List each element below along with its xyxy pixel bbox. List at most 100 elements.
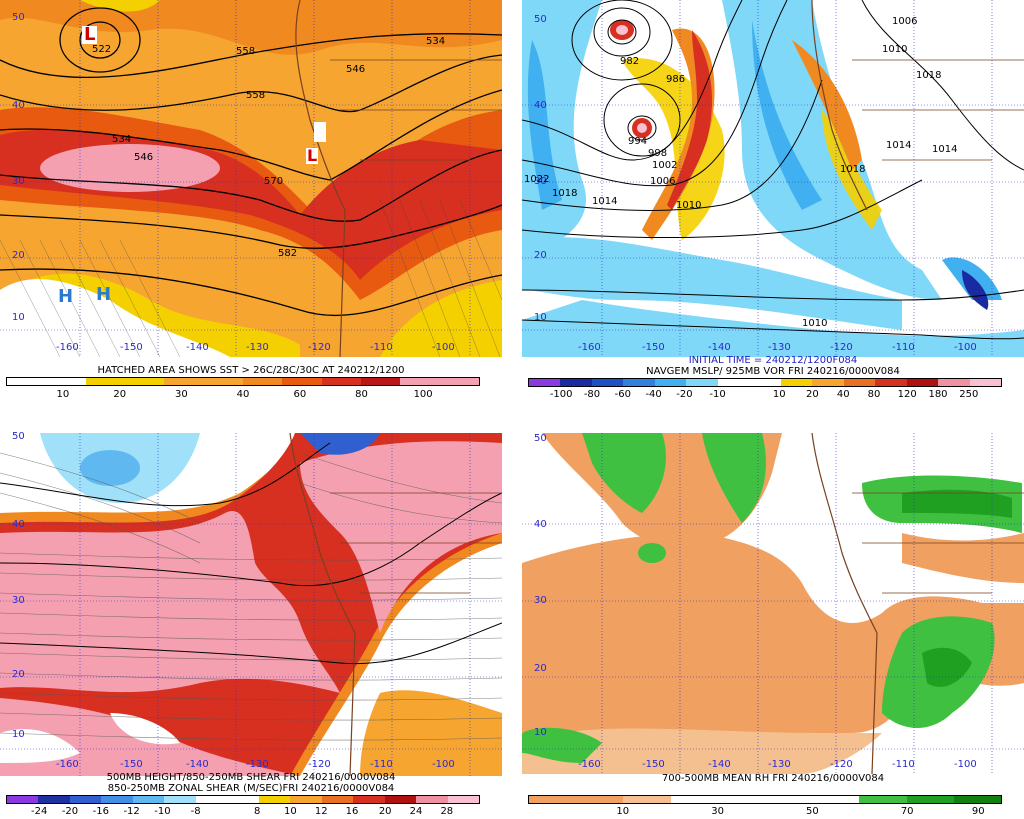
colorbar-label: 80 bbox=[355, 389, 368, 400]
colorbar-label: -16 bbox=[92, 806, 109, 817]
colorbar-swatch bbox=[203, 378, 243, 385]
colorbar-swatch bbox=[164, 796, 196, 803]
contour-label: 582 bbox=[278, 248, 298, 259]
colorbar-swatch bbox=[258, 796, 291, 803]
colorbar-swatch bbox=[353, 796, 385, 803]
colorbar-swatch bbox=[46, 378, 86, 385]
colorbar-label: 10 bbox=[56, 389, 70, 400]
contour-label: 1018 bbox=[840, 164, 866, 175]
lon-label: -120 bbox=[830, 342, 853, 353]
lon-label: -160 bbox=[578, 342, 601, 353]
colorbar-swatch bbox=[195, 796, 228, 803]
colorbar-label: 60 bbox=[293, 389, 307, 400]
lon-label: -130 bbox=[246, 759, 269, 770]
colorbar-swatch bbox=[384, 796, 417, 803]
colorbar-label: 250 bbox=[959, 389, 979, 400]
contour-label: 998 bbox=[648, 148, 668, 159]
lat-label: 10 bbox=[534, 727, 547, 738]
lat-label: 20 bbox=[12, 250, 25, 261]
map-upper-level-svg bbox=[0, 0, 502, 357]
contour-label: 1006 bbox=[650, 176, 676, 187]
lat-label: 50 bbox=[534, 14, 547, 25]
lat-label: 10 bbox=[534, 312, 547, 323]
colorbar-swatch bbox=[765, 796, 813, 803]
contour-label: 1002 bbox=[652, 160, 678, 171]
colorbar bbox=[6, 795, 480, 804]
lat-label: 50 bbox=[534, 433, 547, 444]
colorbar-swatch bbox=[717, 796, 766, 803]
colorbar-label: 28 bbox=[440, 806, 454, 817]
panel-caption: 850-250MB ZONAL SHEAR (M/SEC)FRI 240216/… bbox=[107, 783, 395, 794]
colorbar-swatch bbox=[321, 378, 361, 385]
colorbar-swatch bbox=[282, 378, 322, 385]
colorbar-label: 20 bbox=[113, 389, 127, 400]
lon-label: -100 bbox=[432, 342, 455, 353]
lat-label: 10 bbox=[12, 312, 25, 323]
low-marker: L bbox=[306, 146, 319, 165]
contour-label: 1018 bbox=[916, 70, 942, 81]
lon-label: -110 bbox=[370, 342, 393, 353]
colorbar bbox=[6, 377, 480, 386]
map-mean-rh bbox=[522, 433, 1024, 774]
colorbar-swatch bbox=[69, 796, 102, 803]
colorbar-swatch bbox=[321, 796, 354, 803]
colorbar-swatch bbox=[447, 796, 480, 803]
colorbar-swatch bbox=[717, 379, 750, 386]
lon-label: -160 bbox=[56, 342, 79, 353]
map-shear bbox=[0, 433, 502, 776]
lon-label: -120 bbox=[830, 759, 853, 770]
colorbar-label: -8 bbox=[190, 806, 201, 817]
colorbar-swatch bbox=[290, 796, 322, 803]
colorbar-swatch bbox=[623, 796, 671, 803]
lon-label: -130 bbox=[768, 342, 791, 353]
colorbar-label: 16 bbox=[345, 806, 359, 817]
lon-label: -130 bbox=[246, 342, 269, 353]
colorbar-swatch bbox=[416, 796, 448, 803]
lon-label: -140 bbox=[186, 759, 209, 770]
lat-label: 30 bbox=[534, 595, 547, 606]
lon-label: -110 bbox=[892, 342, 915, 353]
colorbar-label: 24 bbox=[409, 806, 423, 817]
lon-label: -160 bbox=[56, 759, 79, 770]
contour-label: 558 bbox=[246, 90, 266, 101]
colorbar-label: 90 bbox=[971, 806, 985, 817]
lat-label: 30 bbox=[534, 176, 547, 187]
colorbar-swatch bbox=[101, 796, 133, 803]
contour-label: 570 bbox=[264, 176, 284, 187]
colorbar-swatch bbox=[938, 379, 970, 386]
map-shear-svg bbox=[0, 433, 502, 776]
colorbar-labels: -100 -80 -60 -40 -20 -10 10 20 40 80 120… bbox=[528, 389, 1002, 401]
lat-label: 40 bbox=[534, 100, 547, 111]
contour-label: 1014 bbox=[932, 144, 958, 155]
colorbar bbox=[528, 795, 1002, 804]
contour-label: 558 bbox=[236, 46, 256, 57]
colorbar-label: -60 bbox=[614, 389, 631, 400]
colorbar-swatch bbox=[686, 379, 718, 386]
lat-label: 50 bbox=[12, 12, 25, 23]
colorbar-label: 40 bbox=[836, 389, 850, 400]
colorbar-label: -10 bbox=[154, 806, 171, 817]
colorbar-label: 8 bbox=[254, 806, 261, 817]
colorbar-swatch bbox=[654, 379, 687, 386]
colorbar-labels: 10 30 50 70 90 bbox=[528, 806, 1002, 818]
colorbar-label: 50 bbox=[806, 806, 819, 817]
lon-label: -100 bbox=[954, 342, 977, 353]
contour-label: 994 bbox=[628, 136, 648, 147]
contour-label: 986 bbox=[666, 74, 686, 85]
colorbar-swatch bbox=[360, 378, 401, 385]
lon-label: -120 bbox=[308, 759, 331, 770]
colorbar-label: 20 bbox=[378, 806, 392, 817]
lat-label: 40 bbox=[534, 519, 547, 530]
lat-label: 20 bbox=[534, 663, 547, 674]
colorbar-labels: -24 -20 -16 -12 -10 -8 8 10 12 16 20 24 … bbox=[6, 806, 480, 818]
colorbar-swatch bbox=[780, 379, 813, 386]
colorbar-swatch bbox=[164, 378, 204, 385]
lon-label: -140 bbox=[708, 342, 731, 353]
panel-mean-rh: 50 40 30 20 10 -160 -150 -140 -130 -120 … bbox=[522, 419, 1024, 819]
contour-label: 982 bbox=[620, 56, 640, 67]
panel-caption: 500MB HEIGHT/850-250MB SHEAR FRI 240216/… bbox=[106, 772, 396, 783]
contour-label: 546 bbox=[346, 64, 366, 75]
colorbar-label: 80 bbox=[867, 389, 881, 400]
lon-label: -140 bbox=[708, 759, 731, 770]
contour-label: 522 bbox=[92, 44, 112, 55]
